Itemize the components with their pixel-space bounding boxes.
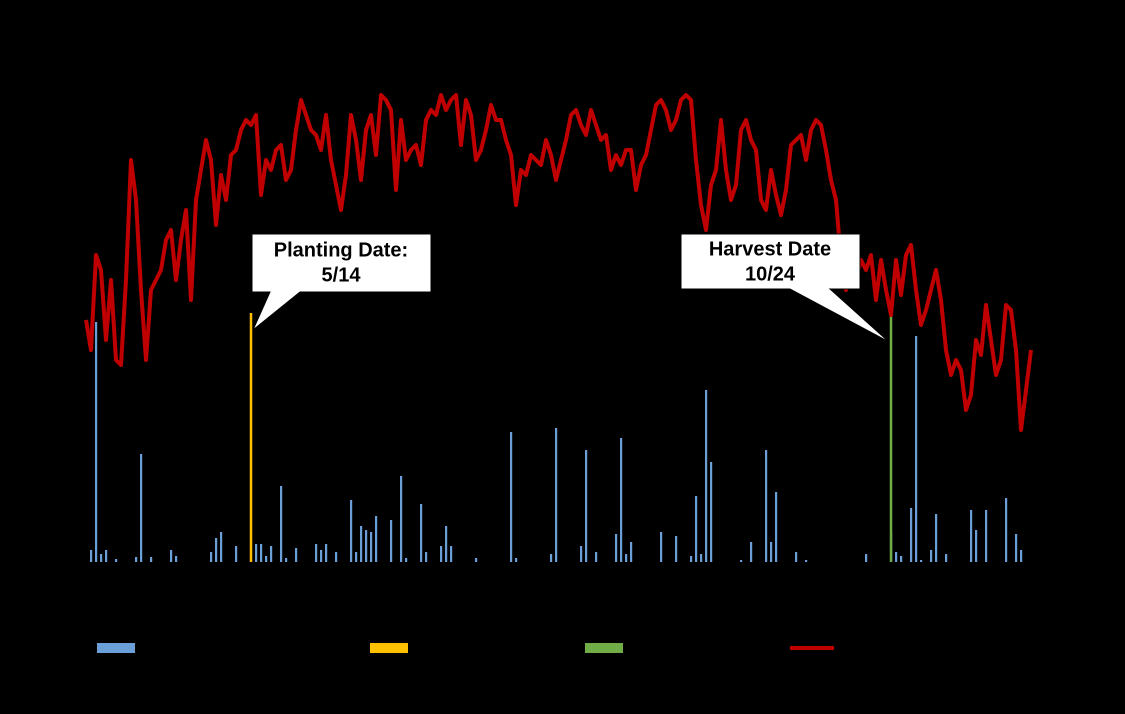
- precip-bar: [700, 554, 703, 562]
- precip-bar: [510, 432, 513, 562]
- precip-bar: [450, 546, 453, 562]
- precip-bar: [675, 536, 678, 562]
- legend-swatch: [585, 643, 623, 653]
- annotation-text: 10/24: [745, 263, 796, 285]
- precip-bar: [1020, 550, 1023, 562]
- precip-bar: [105, 550, 108, 562]
- precip-bar: [705, 390, 708, 562]
- annotation-text: Harvest Date: [709, 238, 831, 260]
- precip-bar: [280, 486, 283, 562]
- precip-bar: [335, 552, 338, 562]
- precip-bar: [360, 526, 363, 562]
- precip-bar: [795, 552, 798, 562]
- precip-bar: [260, 544, 263, 562]
- precip-bar: [970, 510, 973, 562]
- precip-bar: [265, 556, 268, 562]
- precip-bar: [100, 554, 103, 562]
- precip-bar: [910, 508, 913, 562]
- precip-bar: [660, 532, 663, 562]
- precip-bar: [1005, 498, 1008, 562]
- precip-bar: [150, 557, 153, 562]
- precip-bar: [175, 556, 178, 562]
- precip-bar: [355, 552, 358, 562]
- precip-bar: [985, 510, 988, 562]
- precip-bar: [170, 550, 173, 562]
- planting-callout: Planting Date: 5/14: [251, 233, 432, 331]
- precip-bar: [320, 550, 323, 562]
- precip-bar: [750, 542, 753, 562]
- precip-bar: [95, 322, 98, 562]
- precip-bar: [365, 530, 368, 562]
- precip-bar: [770, 542, 773, 562]
- precip-bar: [405, 558, 408, 562]
- precip-bar: [425, 552, 428, 562]
- precip-bar: [865, 554, 868, 562]
- precip-bar: [945, 554, 948, 562]
- precip-bar: [625, 554, 628, 562]
- legend-swatch: [97, 643, 135, 653]
- harvest-callout: Harvest Date 10/24: [680, 233, 890, 343]
- precip-bar: [115, 559, 118, 562]
- precip-bar: [325, 544, 328, 562]
- precip-bar: [695, 496, 698, 562]
- precip-bar: [420, 504, 423, 562]
- precip-bar: [315, 544, 318, 562]
- precip-bar: [920, 560, 923, 562]
- precip-bar: [710, 462, 713, 562]
- precip-bar: [440, 546, 443, 562]
- precip-bar: [550, 554, 553, 562]
- precip-bar: [515, 558, 518, 562]
- precip-bar: [1015, 534, 1018, 562]
- precip-bar: [690, 556, 693, 562]
- precip-bar: [255, 544, 258, 562]
- plot-area: [84, 93, 1033, 562]
- precip-bar: [935, 514, 938, 562]
- precip-bar: [620, 438, 623, 562]
- precip-bar: [805, 560, 808, 562]
- legend: [97, 643, 834, 653]
- annotation-text: 5/14: [322, 264, 362, 286]
- precip-bar: [270, 546, 273, 562]
- callout-box: [680, 233, 890, 343]
- precip-bar: [895, 552, 898, 562]
- precip-bar: [585, 450, 588, 562]
- precip-bar: [135, 557, 138, 562]
- precip-bar: [285, 558, 288, 562]
- annotation-text: Planting Date:: [274, 239, 408, 261]
- precip-bar: [765, 450, 768, 562]
- precip-bar: [295, 548, 298, 562]
- temperature-line: [84, 93, 1033, 432]
- precip-bar: [350, 500, 353, 562]
- precip-bar: [930, 550, 933, 562]
- precip-bar: [400, 476, 403, 562]
- precip-bar: [580, 546, 583, 562]
- precip-bar: [975, 530, 978, 562]
- precip-bar: [630, 542, 633, 562]
- precip-bar: [615, 534, 618, 562]
- precip-bar: [370, 532, 373, 562]
- precip-bar: [740, 560, 743, 562]
- precip-bar: [90, 550, 93, 562]
- precip-bar: [775, 492, 778, 562]
- precip-bar: [215, 538, 218, 562]
- callout-box: [251, 233, 432, 331]
- precip-bar: [235, 546, 238, 562]
- precip-bar: [445, 526, 448, 562]
- precip-bar: [915, 336, 918, 562]
- precip-bar: [375, 516, 378, 562]
- precip-bar: [595, 552, 598, 562]
- precip-bar: [390, 520, 393, 562]
- legend-swatch: [370, 643, 408, 653]
- precip-bar: [900, 556, 903, 562]
- precip-bar: [220, 532, 223, 562]
- precip-bar: [555, 428, 558, 562]
- precip-bar: [140, 454, 143, 562]
- precip-bar: [210, 552, 213, 562]
- precip-bar: [475, 558, 478, 562]
